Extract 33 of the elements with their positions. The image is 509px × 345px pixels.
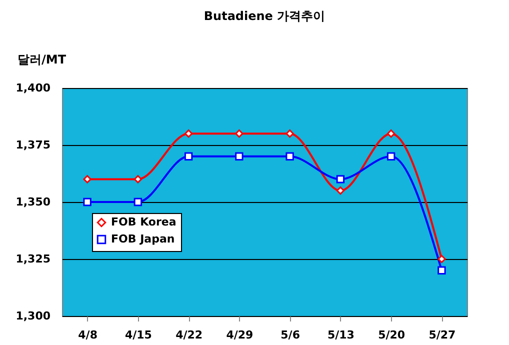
- point: [134, 198, 142, 206]
- point: [83, 198, 92, 206]
- y-axis-title: 달러/MT: [18, 52, 67, 66]
- legend-label: FOB Japan: [111, 232, 175, 246]
- y-tick-label: 1,375: [16, 138, 50, 152]
- point: [386, 129, 396, 138]
- chart-title: Butadiene 가격추이: [204, 9, 326, 23]
- point: [336, 186, 345, 195]
- point: [83, 175, 92, 184]
- point: [134, 175, 142, 184]
- point: [286, 129, 294, 138]
- x-tick-label: 4/22: [176, 328, 203, 342]
- x-tick-label: 5/13: [327, 328, 354, 342]
- y-tick-label: 1,325: [16, 252, 50, 266]
- point: [438, 254, 446, 264]
- point: [386, 152, 396, 161]
- x-tick-label: 5/6: [280, 328, 300, 342]
- x-tick-label: 5/27: [428, 328, 456, 342]
- point: [438, 266, 446, 275]
- point: [235, 152, 244, 161]
- point: [184, 152, 193, 161]
- point: [235, 129, 244, 138]
- x-tick-label: 4/15: [124, 328, 152, 342]
- x-tick-label: 5/20: [378, 328, 406, 342]
- point: [336, 175, 345, 184]
- y-tick-label: 1,300: [16, 310, 51, 322]
- x-tick-label: 4/8: [78, 328, 98, 342]
- point: [286, 152, 294, 161]
- legend-label: FOB Korea: [111, 216, 176, 228]
- point: [184, 129, 193, 138]
- y-tick-label: 1,350: [16, 196, 51, 208]
- y-tick-label: 1,400: [16, 82, 51, 94]
- x-tick-label: 4/29: [226, 328, 254, 342]
